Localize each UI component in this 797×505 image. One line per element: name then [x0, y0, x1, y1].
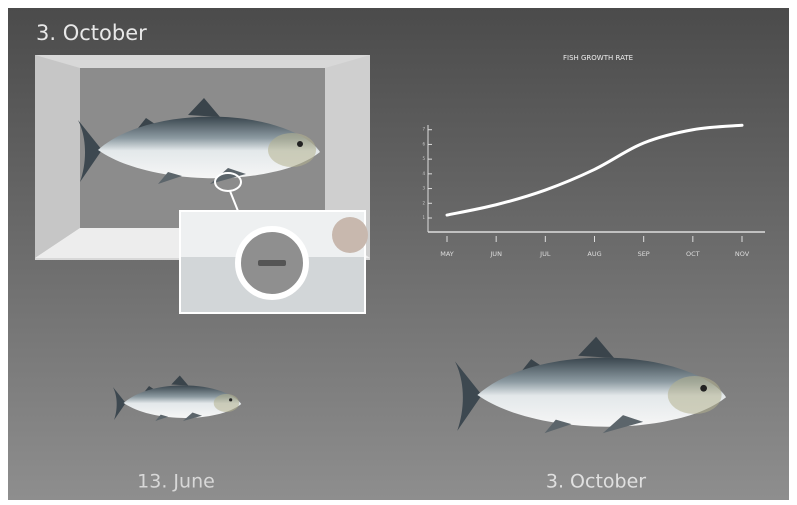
x-tick-label: JUN — [489, 250, 502, 258]
x-tick-label: MAY — [440, 250, 454, 258]
comparison-label: 3. October — [546, 471, 646, 493]
x-tick-label: SEP — [638, 250, 650, 258]
title: 3. October — [36, 21, 147, 45]
comparison-label: 13. June — [137, 471, 215, 493]
x-tick-label: JUL — [539, 250, 551, 258]
page: 3. October 13. June 3. October FISH GROW… — [0, 0, 797, 505]
x-tick-label: NOV — [735, 250, 750, 258]
x-tick-label: OCT — [686, 250, 700, 258]
infographic: 3. October 13. June 3. October FISH GROW… — [0, 0, 797, 505]
chart-title: FISH GROWTH RATE — [563, 54, 633, 62]
x-tick-label: AUG — [587, 250, 601, 258]
